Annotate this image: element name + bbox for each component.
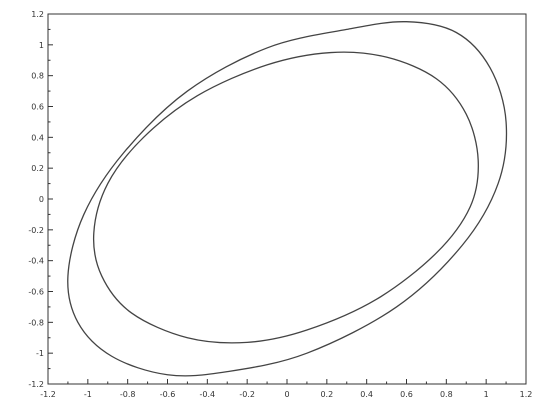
y-tick-label: 0.4 <box>31 133 44 142</box>
x-tick-label: -0.8 <box>120 390 136 399</box>
y-tick-label: -1.2 <box>28 380 44 389</box>
y-tick-label: -0.8 <box>28 318 44 327</box>
x-axis: -1.2 -1 -0.8 -0.6 -0.4 -0.2 0 0.2 0.4 0.6 0.8 1 1.2 <box>40 379 532 399</box>
x-tick-label: -0.6 <box>160 390 176 399</box>
x-tick-label: -1.2 <box>40 390 56 399</box>
x-tick-label: 0.8 <box>440 390 453 399</box>
plot-area <box>47 13 527 385</box>
y-tick-label: 0.6 <box>31 103 44 112</box>
y-tick-label: 0 <box>39 195 44 204</box>
x-tick-label: 0 <box>284 390 289 399</box>
x-tick-label: -0.2 <box>239 390 255 399</box>
y-tick-label: -0.2 <box>28 226 44 235</box>
y-tick-label: 1.2 <box>31 10 44 19</box>
x-tick-label: 0.6 <box>400 390 413 399</box>
y-tick-label: 1 <box>39 41 44 50</box>
x-tick-label: 1 <box>484 390 489 399</box>
plot-frame <box>47 13 527 385</box>
y-tick-label: -1 <box>36 349 44 358</box>
x-tick-label: -0.4 <box>200 390 216 399</box>
x-tick-label: 0.4 <box>360 390 373 399</box>
series-curve-2 <box>92 51 479 344</box>
series-layer <box>67 21 508 377</box>
y-axis: -1.2 -1 -0.8 -0.6 -0.4 -0.2 0 0.2 0.4 0.6 0.8 1 1.2 <box>28 10 53 389</box>
y-tick-label: 0.2 <box>31 164 44 173</box>
x-tick-label: 1.2 <box>520 390 533 399</box>
y-tick-label: -0.4 <box>28 257 44 266</box>
series-curve-1 <box>67 21 508 377</box>
y-tick-label: -0.6 <box>28 288 44 297</box>
x-tick-label: 0.2 <box>320 390 333 399</box>
y-tick-label: 0.8 <box>31 72 44 81</box>
x-tick-label: -1 <box>84 390 92 399</box>
